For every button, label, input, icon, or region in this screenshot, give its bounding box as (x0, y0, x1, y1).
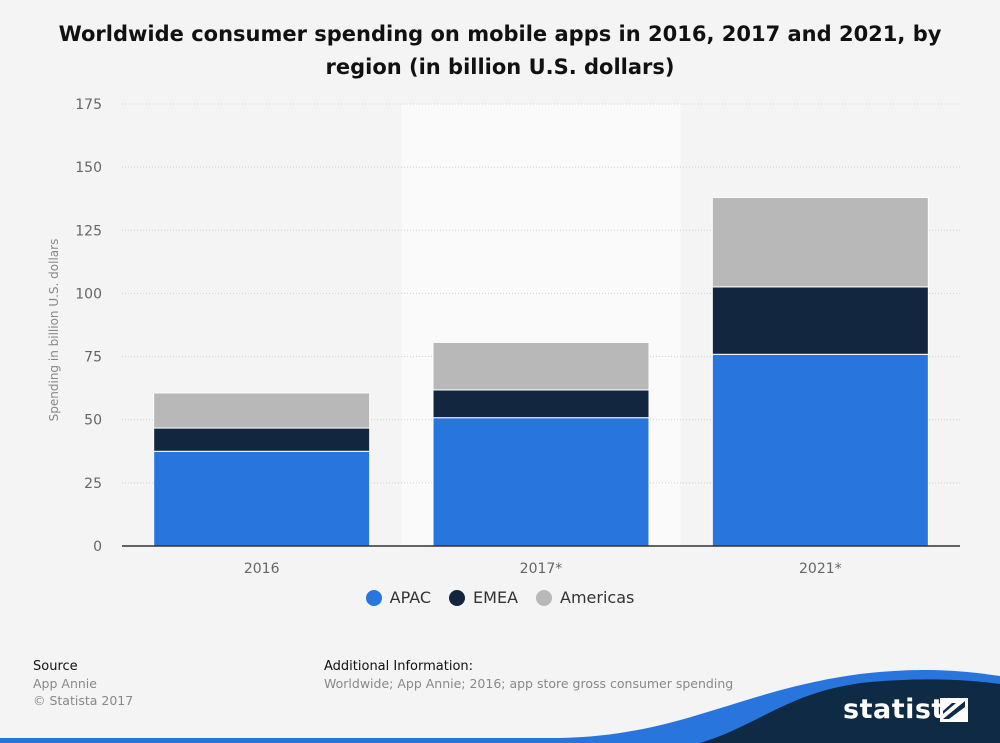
y-tick-label: 50 (84, 413, 102, 429)
bar-americas-2016[interactable] (153, 392, 371, 429)
y-tick-label: 25 (84, 476, 102, 492)
bar-americas-2017[interactable] (432, 341, 650, 391)
bar-apac-2016[interactable] (153, 450, 371, 547)
y-tick-label: 0 (93, 539, 102, 555)
bar-emea-2017[interactable] (432, 389, 650, 419)
source-heading: Source (33, 659, 78, 674)
bar-americas-2021[interactable] (711, 196, 929, 288)
y-tick-label: 175 (75, 97, 102, 113)
y-axis-ticks: 0 25 50 75 100 125 150 175 (75, 97, 102, 555)
bar-emea-2016[interactable] (153, 427, 371, 452)
x-tick-label: 2017* (520, 561, 563, 577)
legend-dot-icon (449, 589, 466, 606)
y-tick-label: 125 (75, 223, 102, 239)
y-tick-label: 100 (75, 286, 102, 302)
x-axis-ticks: 2016 2017* 2021* (244, 561, 842, 577)
y-tick-label: 75 (84, 350, 102, 366)
additional-info-block: Additional Information: Worldwide; App A… (324, 658, 733, 692)
legend-dot-icon (536, 589, 553, 606)
x-tick-label: 2016 (244, 561, 280, 577)
y-tick-label: 150 (75, 160, 102, 176)
x-tick-label: 2021* (799, 561, 842, 577)
additional-info-heading: Additional Information: (324, 659, 474, 674)
y-axis-title: Spending in billion U.S. dollars (47, 239, 61, 422)
legend-item-apac[interactable]: APAC (365, 588, 432, 607)
legend-label: APAC (389, 588, 432, 607)
bar-apac-2017[interactable] (432, 417, 650, 547)
statista-logo-icon[interactable] (940, 698, 968, 722)
bar-emea-2021[interactable] (711, 286, 929, 355)
legend-label: Americas (560, 588, 635, 607)
legend: APAC EMEA Americas (0, 588, 1000, 607)
additional-info-text: Worldwide; App Annie; 2016; app store gr… (324, 676, 734, 691)
legend-item-emea[interactable]: EMEA (449, 588, 518, 607)
source-block: Source App Annie © Statista 2017 (33, 658, 133, 709)
chart-title: Worldwide consumer spending on mobile ap… (58, 22, 942, 79)
source-line-2: © Statista 2017 (33, 693, 134, 708)
legend-dot-icon (365, 589, 382, 606)
bars (153, 196, 929, 547)
stacked-bar-chart: 0 25 50 75 100 125 150 175 2016 2017* 2021* Spend… (47, 97, 960, 577)
legend-label: EMEA (473, 588, 519, 607)
bar-apac-2021[interactable] (711, 353, 929, 547)
legend-item-americas[interactable]: Americas (536, 588, 634, 607)
source-line-1[interactable]: App Annie (33, 676, 97, 691)
